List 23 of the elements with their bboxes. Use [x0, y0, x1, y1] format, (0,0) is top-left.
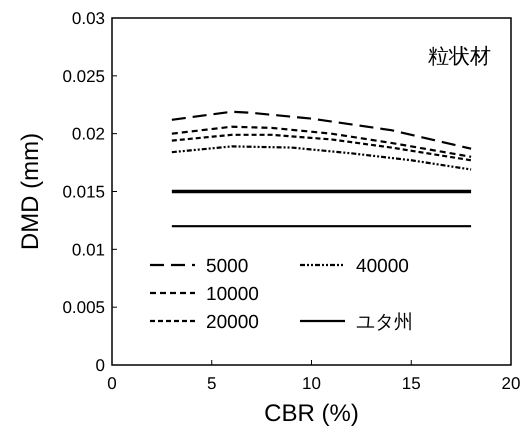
- y-tick-label: 0: [96, 356, 105, 375]
- y-tick-label: 0.025: [62, 66, 105, 86]
- line-series: [170, 110, 472, 150]
- y-tick-label: 0.03: [72, 9, 105, 28]
- y-tick-label: 0.015: [62, 182, 105, 202]
- y-tick-label: 0.005: [62, 298, 105, 318]
- x-axis-title: CBR (%): [264, 400, 359, 427]
- x-tick-label: 15: [402, 374, 421, 393]
- legend-label: ユタ州: [356, 312, 413, 333]
- line-series: [170, 126, 472, 158]
- x-tick-label: 0: [107, 374, 117, 393]
- y-axis-title: DMD (mm): [17, 132, 44, 250]
- annotation: 粒状材: [428, 45, 491, 68]
- x-tick-label: 10: [302, 374, 321, 393]
- legend-label: 20000: [206, 312, 259, 333]
- legend-label: 5000: [206, 256, 248, 277]
- x-tick-label: 5: [207, 374, 216, 393]
- legend-label: 10000: [206, 284, 259, 305]
- legend-label: 40000: [356, 256, 409, 277]
- y-tick-label: 0.01: [72, 240, 105, 260]
- y-tick-label: 0.02: [72, 124, 105, 144]
- x-tick-label: 20: [502, 374, 520, 393]
- line-series: [170, 145, 472, 171]
